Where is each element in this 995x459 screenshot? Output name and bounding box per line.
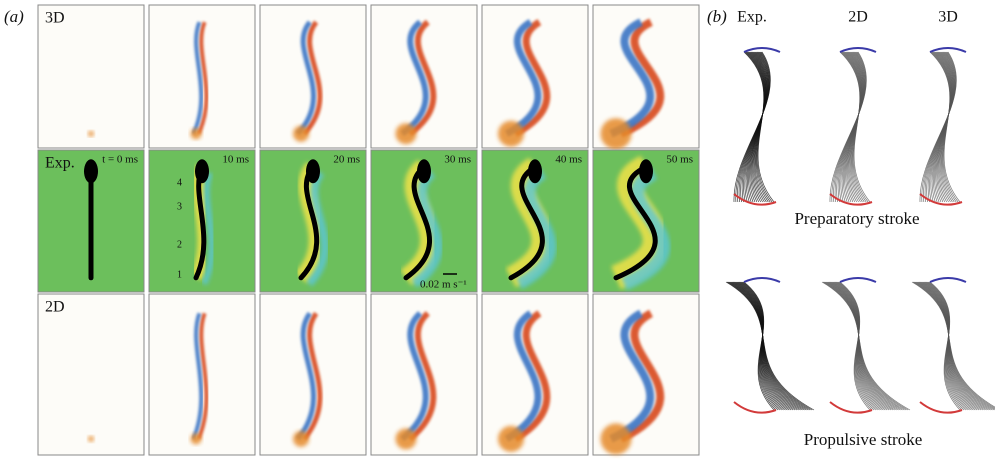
panel-label: (a) (4, 7, 24, 26)
head-arc (930, 48, 966, 52)
wake-vortex (88, 436, 94, 442)
time-label: 50 ms (666, 154, 693, 166)
stroke-label: Preparatory stroke (794, 209, 919, 228)
time-label: 30 ms (444, 154, 471, 166)
fish-head (639, 159, 653, 183)
head-arc (840, 278, 876, 282)
frame (38, 294, 144, 455)
point-label: 1 (177, 269, 182, 280)
stroke-label: Propulsive stroke (804, 430, 923, 449)
midline (731, 282, 802, 410)
subpanel (38, 294, 144, 455)
wake-vortex (601, 423, 632, 454)
head-arc (930, 278, 966, 282)
fish-head (84, 159, 98, 183)
midline (729, 282, 809, 410)
midline (727, 282, 812, 410)
row-label: Exp. (45, 155, 75, 172)
point-label: 2 (177, 239, 182, 250)
wake-vortex (498, 426, 524, 452)
subpanel (482, 5, 588, 148)
panel-label: (b) (707, 7, 727, 26)
midline-fan (734, 48, 780, 205)
subpanel (593, 150, 699, 292)
fish-head (195, 159, 209, 183)
scale-label: 0.02 m s⁻¹ (420, 279, 467, 291)
midline (733, 282, 799, 410)
midline (827, 282, 898, 410)
wake-vortex (293, 126, 309, 142)
column-label: Exp. (737, 9, 767, 26)
subpanel (371, 294, 477, 455)
fish-head (528, 159, 542, 183)
tail-arc (734, 402, 776, 413)
wake-vortex (293, 431, 309, 447)
head-arc (840, 48, 876, 52)
subpanel (149, 294, 255, 455)
head-arc (744, 48, 780, 52)
midline-fan (912, 278, 995, 413)
midline-fan (830, 48, 876, 205)
tail-arc (920, 402, 962, 413)
point-label: 3 (177, 201, 182, 212)
midline-fan (726, 278, 814, 413)
midline (915, 282, 995, 410)
subpanel (593, 5, 699, 149)
midline-fan (822, 278, 910, 413)
row-label: 3D (45, 10, 65, 27)
time-label: t = 0 ms (102, 154, 138, 166)
wake-vortex (601, 118, 632, 149)
figure: (a) (b) 3D Exp. 2D t = 0 ms 10 ms 20 ms 30 ms 4… (0, 0, 995, 459)
row-label: 2D (45, 299, 65, 316)
subpanel (482, 150, 588, 292)
fish-head (306, 159, 320, 183)
subpanel (371, 150, 477, 292)
midline (919, 282, 985, 410)
time-label: 10 ms (222, 154, 249, 166)
subpanel (593, 294, 699, 455)
wake-vortex (88, 131, 94, 137)
subpanel (260, 150, 366, 292)
wake-vortex (396, 428, 417, 449)
subpanel (149, 5, 255, 148)
subpanel (482, 294, 588, 455)
time-label: 40 ms (555, 154, 582, 166)
subpanel (260, 5, 366, 148)
wake-vortex (396, 123, 417, 144)
midline-fan (920, 48, 966, 205)
column-label: 2D (848, 9, 868, 26)
midline (917, 282, 988, 410)
wake-vortex (191, 433, 202, 444)
midline (829, 282, 895, 410)
subpanel (371, 5, 477, 148)
tail-arc (830, 402, 872, 413)
subpanel (149, 150, 255, 292)
time-label: 20 ms (333, 154, 360, 166)
subpanel (260, 294, 366, 455)
midline (914, 282, 995, 410)
column-label: 3D (938, 9, 958, 26)
midline (825, 282, 905, 410)
wake-vortex (498, 121, 524, 147)
wake-vortex (191, 128, 202, 139)
midline (823, 282, 908, 410)
point-label: 4 (177, 177, 182, 188)
head-arc (744, 278, 780, 282)
fish-head (417, 159, 431, 183)
